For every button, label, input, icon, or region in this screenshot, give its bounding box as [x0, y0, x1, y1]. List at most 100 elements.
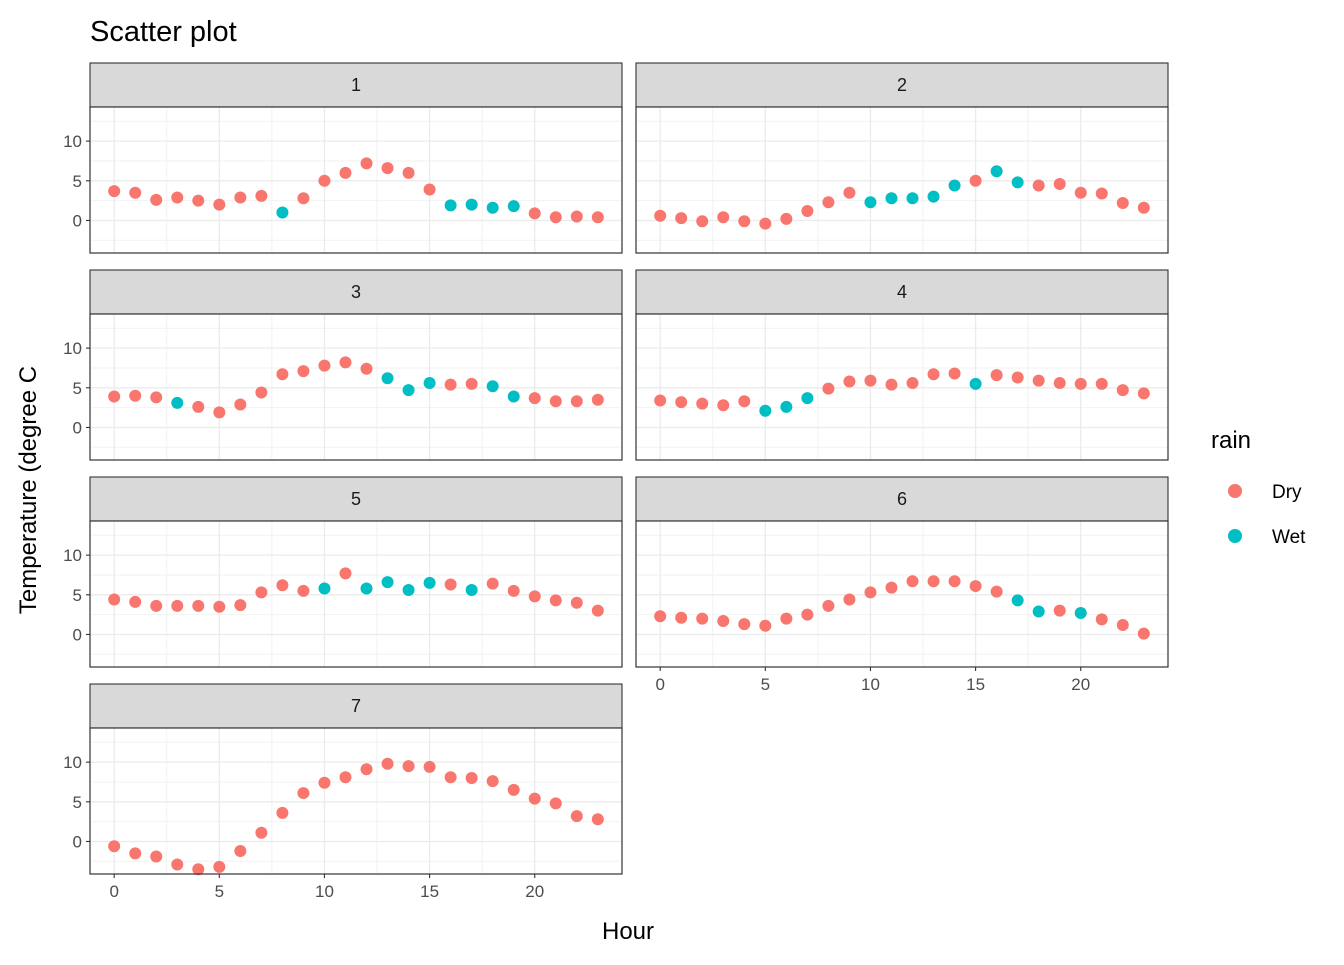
legend-label-wet: Wet: [1272, 527, 1306, 548]
data-point-dry: [696, 215, 709, 228]
data-point-dry: [171, 858, 184, 871]
data-point-dry: [465, 377, 478, 390]
x-tick-label: 15: [966, 675, 985, 694]
data-point-dry: [444, 771, 457, 784]
data-point-dry: [969, 174, 982, 187]
data-point-dry: [108, 185, 121, 198]
data-point-dry: [528, 590, 541, 603]
facet-strip: [89, 62, 623, 108]
x-tick-label: 5: [215, 882, 224, 901]
data-point-dry: [675, 611, 688, 624]
data-point-dry: [276, 368, 289, 381]
data-point-dry: [192, 400, 205, 413]
data-point-dry: [801, 608, 814, 621]
data-point-wet: [948, 179, 961, 192]
data-point-dry: [717, 614, 730, 627]
data-point-dry: [927, 575, 940, 588]
data-point-dry: [885, 581, 898, 594]
panel-background: [90, 521, 622, 667]
data-point-dry: [108, 593, 121, 606]
data-point-dry: [570, 596, 583, 609]
data-point-dry: [1053, 377, 1066, 390]
facet-panel-7: 7 0 5 10 0 5 10 15 20: [63, 683, 623, 901]
facet-strip: [635, 476, 1169, 522]
data-point-dry: [360, 362, 373, 375]
data-point-dry: [360, 157, 373, 170]
data-point-dry: [801, 204, 814, 217]
data-point-dry: [717, 211, 730, 224]
data-point-dry: [675, 396, 688, 409]
data-point-dry: [150, 599, 163, 612]
y-axis-title: Temperature (degree C: [15, 366, 42, 614]
data-point-dry: [738, 618, 751, 631]
data-point-dry: [192, 599, 205, 612]
data-point-dry: [738, 395, 751, 408]
data-point-dry: [150, 193, 163, 206]
facet-strip: [89, 476, 623, 522]
panel-border: [89, 313, 623, 461]
data-point-dry: [234, 844, 247, 857]
y-tick-label: 10: [63, 753, 82, 772]
data-point-dry: [129, 847, 142, 860]
y-tick-label: 0: [73, 211, 82, 230]
x-tick-label: 20: [1071, 675, 1090, 694]
data-point-dry: [717, 399, 730, 412]
facet-strip-label: 1: [351, 75, 361, 95]
data-point-dry: [822, 382, 835, 395]
data-point-dry: [213, 600, 226, 613]
data-point-dry: [255, 386, 268, 399]
data-point-wet: [507, 200, 520, 213]
data-point-dry: [108, 390, 121, 403]
data-point-wet: [990, 165, 1003, 178]
data-point-dry: [297, 365, 310, 378]
data-point-dry: [255, 826, 268, 839]
data-point-wet: [927, 190, 940, 203]
y-tick-label: 5: [73, 793, 82, 812]
data-point-dry: [192, 863, 205, 876]
data-point-dry: [570, 395, 583, 408]
data-point-dry: [423, 760, 436, 773]
data-point-dry: [339, 567, 352, 580]
data-point-wet: [465, 584, 478, 597]
data-point-dry: [675, 212, 688, 225]
data-point-dry: [171, 599, 184, 612]
facet-strip-label: 3: [351, 282, 361, 302]
data-point-wet: [402, 584, 415, 597]
data-point-dry: [1074, 186, 1087, 199]
data-point-dry: [1095, 377, 1108, 390]
data-point-dry: [486, 775, 499, 788]
data-point-dry: [1137, 201, 1150, 214]
data-point-dry: [234, 398, 247, 411]
data-point-dry: [528, 792, 541, 805]
x-tick-label: 0: [655, 675, 664, 694]
data-point-wet: [360, 582, 373, 595]
data-point-dry: [549, 797, 562, 810]
data-point-dry: [969, 580, 982, 593]
data-point-dry: [570, 810, 583, 823]
data-point-dry: [780, 212, 793, 225]
data-point-dry: [318, 174, 331, 187]
facet-strip-label: 7: [351, 696, 361, 716]
data-point-dry: [528, 392, 541, 405]
legend-key-wet: [1228, 529, 1242, 543]
data-point-dry: [1074, 377, 1087, 390]
y-tick-label: 5: [73, 172, 82, 191]
y-tick-label: 5: [73, 586, 82, 605]
panel-background: [636, 521, 1168, 667]
data-point-dry: [1116, 197, 1129, 210]
data-point-dry: [1095, 187, 1108, 200]
y-tick-label: 10: [63, 132, 82, 151]
data-point-dry: [591, 813, 604, 826]
data-point-dry: [234, 191, 247, 204]
data-point-wet: [486, 201, 499, 214]
panel-border: [635, 520, 1169, 668]
data-point-dry: [1116, 618, 1129, 631]
data-point-dry: [948, 367, 961, 380]
data-point-wet: [1032, 605, 1045, 618]
data-point-dry: [1095, 613, 1108, 626]
data-point-dry: [843, 593, 856, 606]
facet-strip: [635, 269, 1169, 315]
panel-border: [635, 313, 1169, 461]
facet-strip: [635, 62, 1169, 108]
